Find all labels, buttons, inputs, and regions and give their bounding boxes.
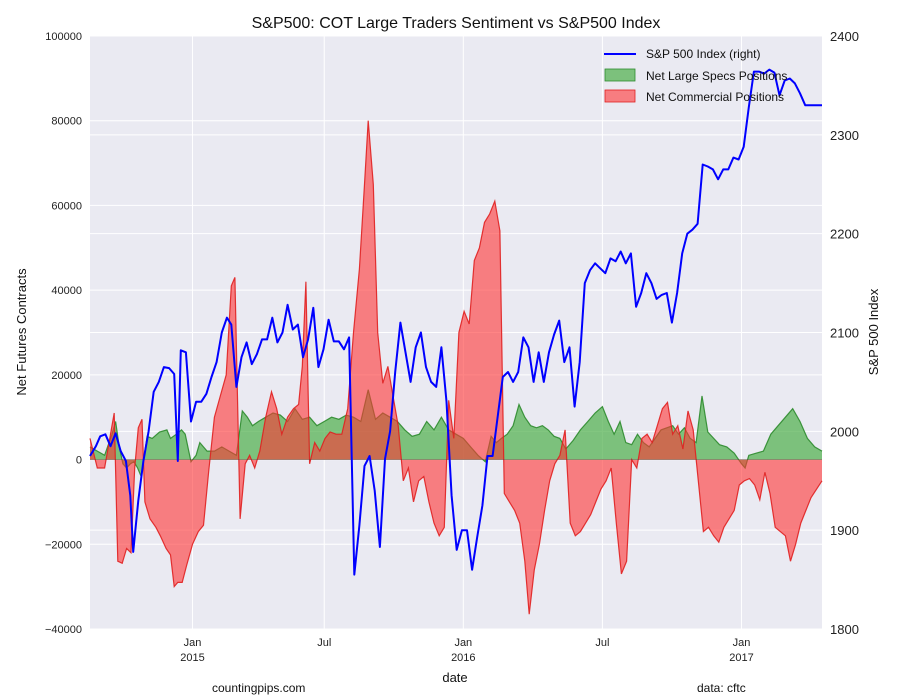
right-tick-label: 1800 bbox=[830, 622, 859, 637]
x-axis-label: date bbox=[442, 670, 467, 685]
sp500-line bbox=[89, 68, 822, 576]
chart-title: S&P500: COT Large Traders Sentiment vs S… bbox=[252, 15, 661, 32]
legend-commercial-label: Net Commercial Positions bbox=[646, 90, 784, 104]
right-tick-label: 2200 bbox=[830, 227, 859, 242]
right-tick-label: 1900 bbox=[830, 523, 859, 538]
line-series bbox=[89, 68, 822, 576]
legend-sp500-label: S&P 500 Index (right) bbox=[646, 47, 761, 61]
data-credit: data: cftc bbox=[697, 681, 746, 695]
x-tick-year: 2015 bbox=[180, 652, 204, 664]
x-tick-label: Jul bbox=[317, 637, 331, 649]
right-axis-ticks: 2400 2300 2200 2100 2000 1900 1800 bbox=[830, 29, 859, 637]
legend: S&P 500 Index (right) Net Large Specs Po… bbox=[604, 47, 787, 104]
right-tick-label: 2100 bbox=[830, 326, 859, 341]
left-axis-ticks: 100000 80000 60000 40000 20000 0 −20000 −40000 bbox=[45, 31, 82, 636]
x-tick-label: Jan bbox=[184, 637, 202, 649]
x-tick-label: Jul bbox=[595, 637, 609, 649]
legend-commercial-swatch bbox=[604, 89, 636, 103]
right-tick-label: 2000 bbox=[830, 424, 859, 439]
left-tick-label: 60000 bbox=[51, 200, 82, 212]
left-tick-label: 0 bbox=[76, 455, 82, 467]
left-tick-label: 80000 bbox=[51, 116, 82, 128]
left-tick-label: −20000 bbox=[45, 539, 82, 551]
left-tick-label: 20000 bbox=[51, 370, 82, 382]
x-axis-ticks: Jan 2015 Jul Jan 2016 Jul Jan 2017 bbox=[180, 637, 753, 664]
legend-large-specs-swatch bbox=[604, 68, 636, 82]
area-series bbox=[89, 120, 823, 615]
left-axis-label: Net Futures Contracts bbox=[14, 268, 29, 396]
right-axis-label: S&P 500 Index bbox=[866, 288, 881, 375]
x-tick-label: Jan bbox=[733, 637, 751, 649]
x-tick-year: 2017 bbox=[729, 652, 753, 664]
left-tick-label: 100000 bbox=[45, 31, 82, 43]
source-credit: countingpips.com bbox=[212, 681, 305, 695]
right-tick-label: 2300 bbox=[830, 128, 859, 143]
legend-large-specs-label: Net Large Specs Positions bbox=[646, 69, 787, 83]
right-tick-label: 2400 bbox=[830, 29, 859, 44]
left-tick-label: 40000 bbox=[51, 285, 82, 297]
x-tick-label: Jan bbox=[454, 637, 472, 649]
x-tick-year: 2016 bbox=[451, 652, 475, 664]
commercial-outline bbox=[89, 120, 823, 615]
left-tick-label: −40000 bbox=[45, 624, 82, 636]
